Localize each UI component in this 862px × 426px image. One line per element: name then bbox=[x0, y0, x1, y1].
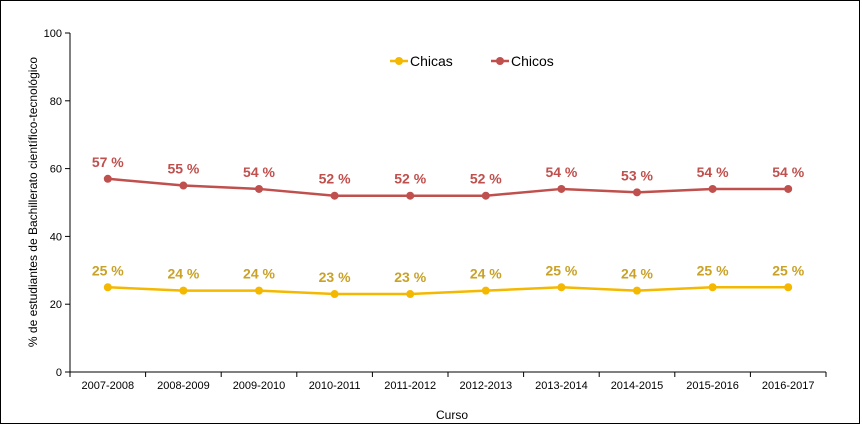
x-tick-label: 2016-2017 bbox=[762, 380, 815, 392]
y-tick-label: 60 bbox=[50, 164, 62, 176]
data-point-chicos bbox=[255, 184, 263, 193]
y-tick-label: 80 bbox=[50, 96, 62, 108]
data-label-chicas: 25 % bbox=[772, 262, 804, 278]
x-tick-label: 2013-2014 bbox=[535, 380, 588, 392]
data-label-chicos: 52 % bbox=[319, 171, 351, 187]
data-point-chicos bbox=[179, 181, 188, 190]
axes: 0 20 40 60 80 100 2007-2008 2008-2009 2009-2010 2… bbox=[44, 28, 827, 392]
data-label-chicas: 25 % bbox=[92, 262, 124, 278]
data-point-chicos bbox=[330, 191, 339, 200]
data-label-chicas: 24 % bbox=[470, 266, 502, 282]
data-label-chicos: 54 % bbox=[545, 164, 577, 180]
data-label-chicos: 52 % bbox=[394, 171, 426, 187]
data-point-chicos bbox=[557, 184, 566, 193]
data-point-chicas bbox=[708, 283, 717, 292]
data-point-chicas bbox=[633, 286, 641, 295]
data-point-chicas bbox=[406, 290, 415, 299]
data-label-chicas: 23 % bbox=[319, 269, 351, 285]
x-tick-label: 2010-2011 bbox=[309, 380, 361, 392]
data-point-chicos bbox=[406, 191, 415, 200]
legend-swatch-marker-chicos bbox=[496, 57, 504, 65]
data-label-chicos: 53 % bbox=[621, 167, 653, 183]
data-point-chicas bbox=[557, 283, 566, 292]
data-point-chicos bbox=[633, 188, 641, 197]
data-label-chicas: 25 % bbox=[545, 262, 577, 278]
legend-swatch-marker-chicas bbox=[395, 57, 403, 65]
data-point-chicos bbox=[103, 174, 112, 183]
chart-marks: 25 % 24 % 24 % 23 % 23 % 24 % 25 % 24 % 25 % 25 %… bbox=[92, 154, 805, 299]
x-tick-label: 2012-2013 bbox=[459, 380, 512, 392]
y-tick-label: 20 bbox=[50, 299, 62, 311]
data-label-chicas: 23 % bbox=[394, 269, 426, 285]
data-point-chicas bbox=[179, 286, 188, 295]
data-point-chicas bbox=[784, 283, 793, 292]
y-tick-label: 100 bbox=[44, 28, 62, 40]
x-tick-label: 2009-2010 bbox=[233, 380, 286, 392]
data-point-chicas bbox=[103, 283, 112, 292]
data-label-chicos: 54 % bbox=[243, 164, 275, 180]
data-label-chicos: 54 % bbox=[697, 164, 729, 180]
series-line-chicas bbox=[107, 285, 789, 296]
data-point-chicos bbox=[481, 191, 490, 200]
data-label-chicas: 24 % bbox=[167, 266, 199, 282]
data-point-chicas bbox=[255, 286, 263, 295]
data-point-chicas bbox=[481, 286, 490, 295]
x-tick-label: 2008-2009 bbox=[157, 380, 210, 392]
data-point-chicas bbox=[330, 290, 339, 299]
data-label-chicos: 55 % bbox=[167, 161, 199, 177]
x-tick-label: 2014-2015 bbox=[611, 380, 664, 392]
y-axis-title: % de estudiantes de Bachillerato científ… bbox=[26, 57, 40, 348]
x-tick-label: 2007-2008 bbox=[81, 380, 134, 392]
legend-label-chicos: Chicos bbox=[511, 53, 554, 69]
data-label-chicos: 54 % bbox=[772, 164, 804, 180]
legend: Chicas Chicos bbox=[390, 53, 554, 69]
x-tick-label: 2011-2012 bbox=[384, 380, 436, 392]
series-line-chicos bbox=[107, 177, 789, 197]
y-tick-label: 40 bbox=[50, 231, 62, 243]
data-label-chicas: 24 % bbox=[621, 266, 653, 282]
data-label-chicas: 25 % bbox=[697, 262, 729, 278]
data-label-chicos: 57 % bbox=[92, 154, 124, 170]
data-label-chicos: 52 % bbox=[470, 171, 502, 187]
data-label-chicas: 24 % bbox=[243, 266, 275, 282]
data-point-chicos bbox=[708, 184, 717, 193]
x-tick-label: 2015-2016 bbox=[686, 380, 739, 392]
y-tick-label: 0 bbox=[56, 367, 62, 379]
x-axis-title: Curso bbox=[436, 408, 468, 422]
data-point-chicos bbox=[784, 184, 793, 193]
legend-label-chicas: Chicas bbox=[410, 53, 453, 69]
